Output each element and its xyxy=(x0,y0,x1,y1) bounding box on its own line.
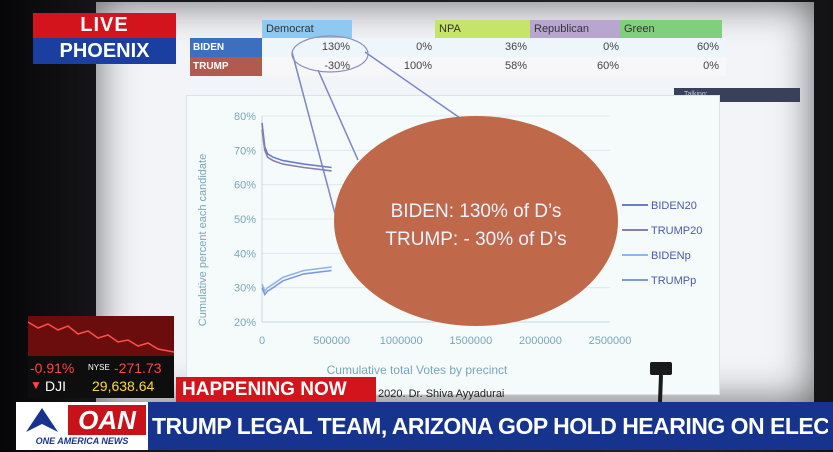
slide-credit: 2020. Dr. Shiva Ayyadurai xyxy=(378,388,505,400)
callout-ellipse xyxy=(334,116,618,326)
network-logo-text: OAN xyxy=(68,405,146,435)
table-cell: 100% xyxy=(403,60,432,72)
market-ticker: -0.91% NYSE -271.73 ▼ DJI 29,638.64 xyxy=(28,316,174,398)
series-line-bidenp xyxy=(261,266,332,293)
x-tick-label: 1000000 xyxy=(380,335,423,347)
lower-third xyxy=(16,402,833,450)
headline: TRUMP LEGAL TEAM, ARIZONA GOP HOLD HEARI… xyxy=(152,413,828,439)
sparkline-icon xyxy=(28,321,174,353)
callout-pointer xyxy=(291,51,339,226)
legend-label: BIDENp xyxy=(651,250,691,262)
x-axis-title: Cumulative total Votes by precinct xyxy=(327,363,508,377)
row-label-trump: TRUMP xyxy=(190,57,262,76)
table-header-green: Green xyxy=(620,20,722,38)
triangle-down-icon: ▼ xyxy=(30,378,42,392)
table-cell: 130% xyxy=(321,41,350,53)
legend-label: TRUMPp xyxy=(651,275,696,287)
callout-pointer xyxy=(317,69,359,161)
y-tick-label: 80% xyxy=(234,111,256,123)
network-name: ONE AMERICA NEWS xyxy=(35,436,129,446)
x-tick-label: 2000000 xyxy=(519,335,562,347)
dji-value: 29,638.64 xyxy=(92,378,155,394)
callout-line-1: BIDEN: 130% of D’s xyxy=(391,201,562,222)
y-tick-label: 20% xyxy=(234,317,256,329)
y-tick-label: 40% xyxy=(234,248,256,260)
camera-icon xyxy=(650,362,672,375)
series-line-trumpp xyxy=(261,269,332,297)
table-header-republican: Republican xyxy=(530,20,620,38)
tripod-icon xyxy=(658,374,663,403)
table-cell: 58% xyxy=(504,60,527,72)
table-row-biden: BIDEN 130% 0% 36% 0% 60% xyxy=(190,38,726,57)
series-line-trump20 xyxy=(261,129,332,172)
nyse-change: -271.73 xyxy=(114,360,162,376)
y-tick-label: 50% xyxy=(234,214,256,226)
table-cell: -30% xyxy=(324,60,350,72)
dji-label: DJI xyxy=(45,378,66,394)
nyse-label: NYSE xyxy=(88,363,110,372)
y-tick-label: 30% xyxy=(234,283,256,295)
live-badge: LIVE xyxy=(33,13,176,38)
x-tick-label: 500000 xyxy=(313,335,350,347)
chart-ticks: 20% 30% 40% 50% 60% 70% 80% 0 500000 1000000 15000… xyxy=(234,111,631,347)
callout-pointer xyxy=(364,51,461,119)
y-tick-label: 70% xyxy=(234,145,256,157)
happening-now-banner: HAPPENING NOW xyxy=(176,377,376,402)
x-tick-label: 2500000 xyxy=(589,335,632,347)
table-highlight-ellipse xyxy=(291,35,369,73)
x-tick-label: 0 xyxy=(259,335,265,347)
x-tick-label: 1500000 xyxy=(449,335,492,347)
nasdaq-change: -0.91% xyxy=(30,360,75,376)
table-cell: 36% xyxy=(504,41,527,53)
callout-line-2: TRUMP: - 30% of D’s xyxy=(385,229,566,250)
eagle-icon xyxy=(26,408,58,432)
y-tick-label: 60% xyxy=(234,180,256,192)
legend-label: TRUMP20 xyxy=(651,225,702,237)
chart-legend: BIDEN20 TRUMP20 BIDENp TRUMPp xyxy=(622,200,702,287)
market-sparkline xyxy=(28,316,174,356)
location-badge: PHOENIX xyxy=(33,38,176,64)
legend-label: BIDEN20 xyxy=(651,200,697,212)
chart-series xyxy=(261,122,332,297)
table-header-npa: NPA xyxy=(435,20,530,38)
row-label-biden: BIDEN xyxy=(190,38,262,57)
y-axis-title: Cumulative percent each candidate xyxy=(197,154,209,326)
table-cell: 0% xyxy=(416,41,432,53)
table-cell: 60% xyxy=(596,60,619,72)
table-header-democrat: Democrat xyxy=(262,20,352,38)
table-cell: 0% xyxy=(703,60,719,72)
table-cell: 0% xyxy=(603,41,619,53)
table-cell: 60% xyxy=(696,41,719,53)
network-logo: OAN ONE AMERICA NEWS xyxy=(16,402,148,450)
